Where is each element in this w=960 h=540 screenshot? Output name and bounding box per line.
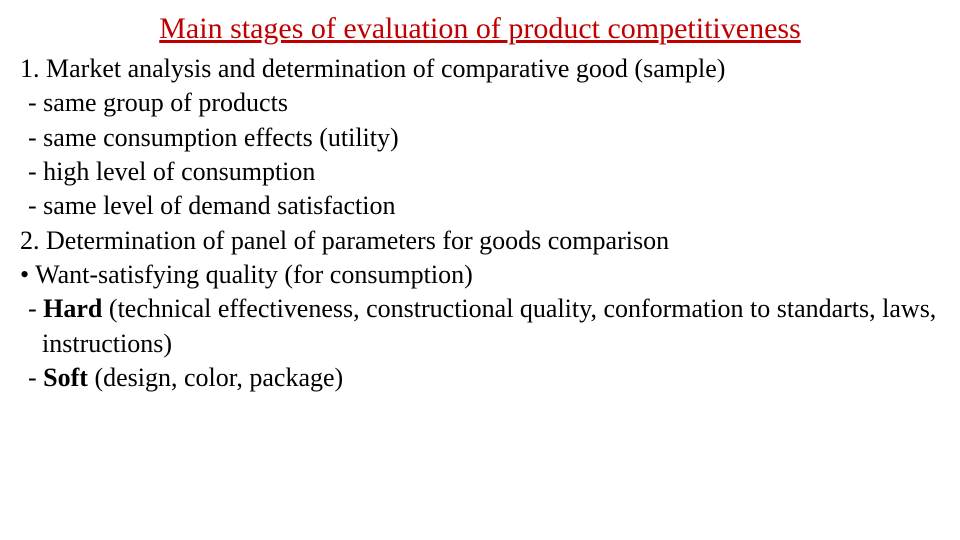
line-same-demand-satisfaction: - same level of demand satisfaction	[20, 189, 940, 223]
bullet-dash: -	[28, 294, 43, 323]
line-high-level-consumption: - high level of consumption	[20, 155, 940, 189]
line-same-group: - same group of products	[20, 86, 940, 120]
hard-description: (technical effectiveness, constructional…	[42, 294, 936, 357]
line-2-determination-panel: 2. Determination of panel of parameters …	[20, 224, 940, 258]
line-same-consumption-effects: - same consumption effects (utility)	[20, 121, 940, 155]
line-1-market-analysis: 1. Market analysis and determination of …	[20, 52, 940, 86]
line-soft-parameters: - Soft (design, color, package)	[20, 361, 940, 395]
bullet-dash: -	[28, 363, 43, 392]
line-want-satisfying-quality: • Want-satisfying quality (for consumpti…	[20, 258, 940, 292]
soft-description: (design, color, package)	[88, 363, 343, 392]
soft-label: Soft	[43, 363, 88, 392]
slide: Main stages of evaluation of product com…	[0, 0, 960, 540]
slide-title: Main stages of evaluation of product com…	[20, 12, 940, 46]
line-hard-parameters: - Hard (technical effectiveness, constru…	[20, 292, 940, 361]
hard-label: Hard	[43, 294, 102, 323]
